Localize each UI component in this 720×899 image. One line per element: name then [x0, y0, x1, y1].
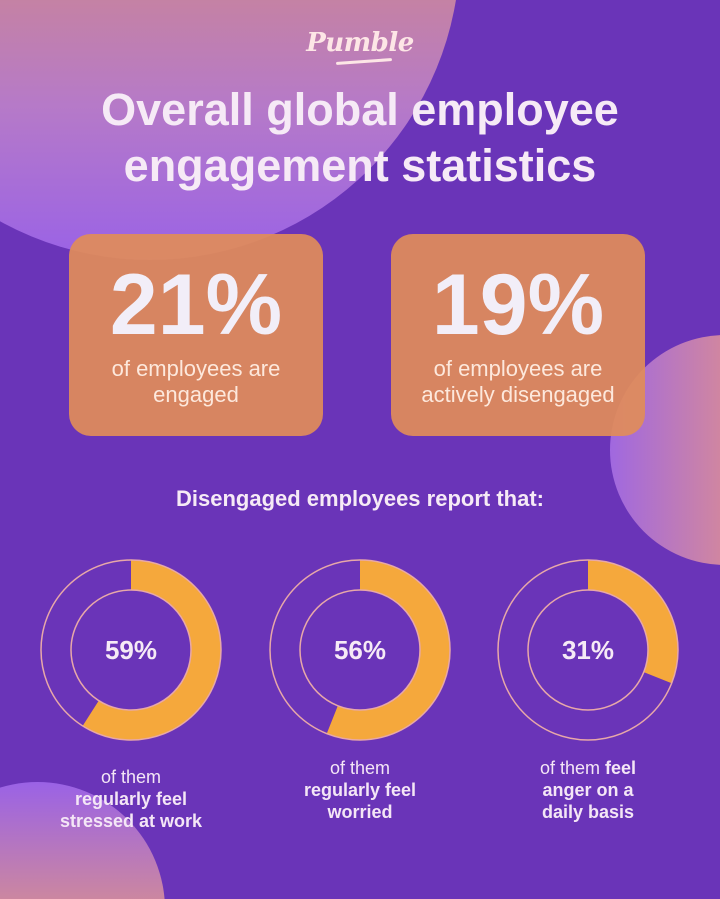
stat-line-2: engaged: [153, 382, 239, 407]
donut-chart-worried: 56%: [268, 558, 452, 742]
donut-chart-anger: 31%: [496, 558, 680, 742]
donut-caption-worried: of them regularly feel worried: [250, 757, 470, 823]
page-title: Overall global employee engagement stati…: [0, 82, 720, 194]
title-line-2: engagement statistics: [123, 140, 597, 191]
section-subtitle: Disengaged employees report that:: [176, 486, 544, 511]
caption-plain: of them: [100, 767, 162, 787]
caption-bold-2: worried: [327, 802, 393, 822]
stat-value: 21%: [109, 257, 283, 353]
stat-description: of employees are engaged: [69, 356, 323, 408]
donut-ring: [40, 559, 222, 741]
title-line-1: Overall global employee: [101, 84, 619, 135]
stat-card-disengaged: 19% of employees are actively disengaged: [391, 234, 645, 436]
caption-bold-2: stressed at work: [59, 811, 203, 831]
stat-value: 19%: [431, 257, 605, 353]
stat-line-1: of employees are: [433, 356, 603, 381]
donut-percentage: 59%: [104, 635, 158, 665]
caption-plain: of them: [329, 758, 391, 778]
caption-bold-1: regularly feel: [74, 789, 188, 809]
stat-card-engaged: 21% of employees are engaged: [69, 234, 323, 436]
donut-percentage: 56%: [333, 635, 387, 665]
caption-bold-0: feel: [605, 758, 637, 778]
donut-percentage: 31%: [561, 635, 615, 665]
caption-plain: of them: [539, 758, 605, 778]
donut-chart-stressed: 59%: [39, 558, 223, 742]
donut-ring: [269, 559, 451, 741]
stat-line-1: of employees are: [111, 356, 281, 381]
caption-bold-1: anger on a: [542, 780, 634, 800]
stat-description: of employees are actively disengaged: [391, 356, 645, 408]
caption-bold-2: daily basis: [541, 802, 635, 822]
caption-bold-1: regularly feel: [303, 780, 417, 800]
brand-logo: Pumble: [306, 28, 414, 58]
donut-ring: [497, 559, 679, 741]
donut-caption-anger: of them feel anger on a daily basis: [478, 757, 698, 823]
stat-line-2: actively disengaged: [421, 382, 615, 407]
donut-caption-stressed: of them regularly feel stressed at work: [21, 766, 241, 832]
